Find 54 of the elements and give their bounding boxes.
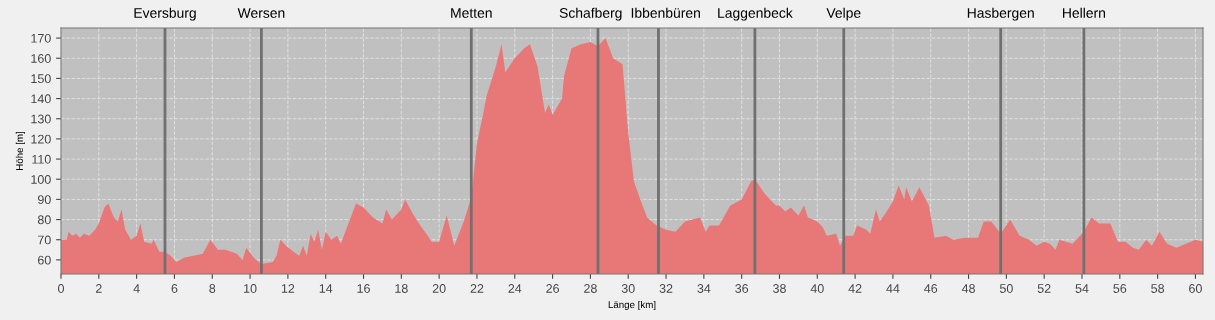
x-tick-label: 60 bbox=[1189, 284, 1202, 293]
x-tick-label: 4 bbox=[133, 284, 140, 293]
y-axis-title: Höhe [m] bbox=[15, 131, 25, 170]
ref-line-label: Ibbenbüren bbox=[631, 7, 700, 18]
x-tick-label: 48 bbox=[961, 284, 975, 293]
ref-line-label: Metten bbox=[451, 8, 492, 18]
x-tick-label: 0 bbox=[58, 284, 64, 293]
x-tick-label: 42 bbox=[848, 284, 862, 293]
x-tick-label: 12 bbox=[281, 284, 295, 293]
x-tick-label: 56 bbox=[1113, 284, 1127, 293]
ref-line-label: Laggenbeck bbox=[718, 7, 793, 21]
x-tick-label: 26 bbox=[546, 284, 559, 293]
y-tick-label: 160 bbox=[31, 54, 51, 63]
x-tick-label: 22 bbox=[470, 284, 484, 293]
x-tick-label: 18 bbox=[395, 284, 408, 293]
ref-line-label: Schafberg bbox=[559, 7, 622, 21]
ref-line-label: Velpe bbox=[826, 7, 861, 21]
x-tick-label: 20 bbox=[432, 284, 446, 293]
ref-line-label: Hellern bbox=[1063, 7, 1105, 18]
x-tick-label: 38 bbox=[773, 284, 786, 293]
y-tick-label: 150 bbox=[31, 74, 51, 84]
x-tick-label: 10 bbox=[244, 284, 257, 293]
x-tick-label: 2 bbox=[95, 284, 102, 293]
x-tick-label: 58 bbox=[1151, 284, 1165, 293]
y-tick-label: 100 bbox=[31, 175, 51, 184]
x-tick-label: 6 bbox=[171, 284, 178, 293]
y-tick-label: 70 bbox=[38, 235, 51, 245]
y-tick-label: 170 bbox=[31, 33, 51, 43]
x-tick-label: 8 bbox=[209, 284, 216, 293]
x-tick-label: 24 bbox=[508, 284, 522, 293]
y-tick-label: 80 bbox=[37, 215, 51, 225]
y-tick-label: 110 bbox=[32, 154, 51, 164]
y-tick-label: 90 bbox=[37, 195, 51, 205]
x-tick-label: 46 bbox=[924, 284, 938, 293]
x-tick-label: 54 bbox=[1075, 284, 1089, 293]
y-tick-label: 60 bbox=[38, 255, 51, 265]
x-tick-label: 50 bbox=[999, 284, 1013, 293]
x-tick-label: 32 bbox=[659, 284, 673, 293]
y-tick-label: 120 bbox=[31, 134, 51, 144]
ref-line-label: Eversburg bbox=[134, 7, 196, 21]
x-tick-label: 44 bbox=[886, 284, 900, 293]
x-tick-label: 30 bbox=[621, 284, 635, 293]
y-tick-label: 130 bbox=[31, 114, 51, 124]
x-tick-label: 34 bbox=[697, 284, 711, 293]
y-tick-label: 140 bbox=[31, 94, 51, 104]
x-tick-label: 28 bbox=[584, 284, 597, 293]
x-tick-label: 36 bbox=[735, 284, 749, 293]
ref-line-label: Hasbergen bbox=[967, 7, 1034, 21]
ref-line-label: Wersen bbox=[237, 8, 285, 18]
x-tick-label: 14 bbox=[319, 284, 333, 293]
x-tick-label: 16 bbox=[357, 284, 370, 293]
x-axis-title: Länge [km] bbox=[608, 300, 656, 310]
x-tick-label: 40 bbox=[810, 284, 824, 293]
x-tick-label: 52 bbox=[1037, 284, 1051, 293]
